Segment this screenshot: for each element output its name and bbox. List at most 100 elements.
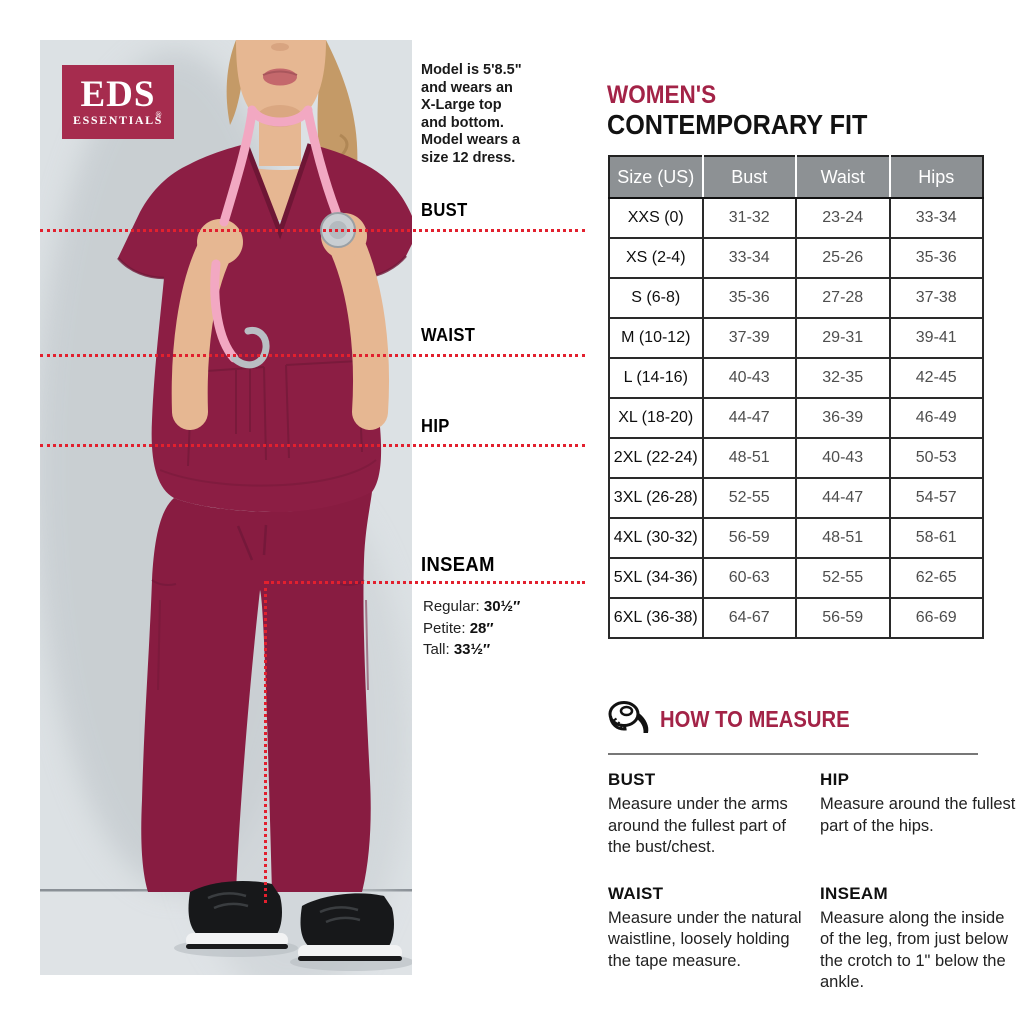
measure-section: BUST Measure under the arms around the fu… — [608, 770, 813, 859]
measurement-cell: 27-28 — [795, 277, 891, 319]
table-row: XS (2-4) 33-34 25-26 35-36 — [608, 237, 984, 279]
measurement-cell: 31-32 — [701, 197, 797, 239]
inseam-length-label: Regular: — [423, 598, 484, 615]
table-row: S (6-8) 35-36 27-28 37-38 — [608, 277, 984, 319]
inseam-length-value: 30½″ — [483, 598, 521, 615]
bust-line — [40, 229, 585, 232]
measure-section-title: BUST — [608, 770, 656, 789]
measurement-cell: 40-43 — [701, 357, 797, 399]
measurement-cell: 62-65 — [888, 557, 984, 599]
table-row: 6XL (36-38) 64-67 56-59 66-69 — [608, 597, 984, 639]
table-row: XXS (0) 31-32 23-24 33-34 — [608, 197, 984, 239]
table-row: L (14-16) 40-43 32-35 42-45 — [608, 357, 984, 399]
size-chart-table: Size (US) Bust Waist Hips XXS (0) 31-32 23-24… — [608, 155, 984, 639]
measurement-cell: 37-38 — [888, 277, 984, 319]
inseam-length-value: 33½″ — [453, 641, 491, 658]
hip-line — [40, 444, 585, 447]
brand-subname: ESSENTIALS — [72, 113, 164, 127]
measurement-cell: 37-39 — [701, 317, 797, 359]
measure-section-title: HIP — [820, 770, 850, 789]
measurement-cell: 60-63 — [701, 557, 797, 599]
measurement-cell: 50-53 — [888, 437, 984, 479]
how-to-measure-header: HOW TO MEASURE — [608, 700, 876, 738]
table-row: 2XL (22-24) 48-51 40-43 50-53 — [608, 437, 984, 479]
measurement-cell: 33-34 — [888, 197, 984, 239]
measure-instructions: BUST Measure under the arms around the fu… — [608, 770, 1020, 994]
table-row: 4XL (30-32) 56-59 48-51 58-61 — [608, 517, 984, 559]
section-divider — [608, 753, 978, 755]
measurement-cell: 64-67 — [701, 597, 797, 639]
hip-label: HIP — [421, 416, 450, 436]
how-to-measure-heading: HOW TO MEASURE — [660, 705, 850, 732]
measurement-cell: 48-51 — [701, 437, 797, 479]
model-description: Model is 5'8.5" and wears an X-Large top… — [421, 62, 522, 166]
model-illustration — [40, 40, 412, 975]
inseam-length-option: Petite: 28″ — [423, 618, 520, 640]
measurement-cell: 40-43 — [795, 437, 891, 479]
title-line1: WOMEN'S — [607, 81, 717, 109]
size-table-body: XXS (0) 31-32 23-24 33-34 XS (2-4) 33-34 25-26… — [608, 197, 984, 639]
model-photo — [40, 40, 412, 975]
measurement-cell: 46-49 — [888, 397, 984, 439]
inseam-length-label: Tall: — [423, 641, 454, 658]
size-cell: 6XL (36-38) — [608, 597, 704, 639]
size-cell: S (6-8) — [608, 277, 704, 319]
measurement-cell: 56-59 — [795, 597, 891, 639]
brand-name: EDS ® — [62, 76, 174, 119]
measurement-cell: 25-26 — [795, 237, 891, 279]
measure-section-text: Measure under the natural waistline, loo… — [608, 908, 802, 970]
measure-section: HIP Measure around the fullest part of th… — [820, 770, 1020, 859]
table-header-cell: Bust — [702, 156, 797, 199]
measurement-cell: 44-47 — [701, 397, 797, 439]
measurement-cell: 35-36 — [701, 277, 797, 319]
measurement-cell: 32-35 — [795, 357, 891, 399]
table-header-row: Size (US) Bust Waist Hips — [609, 156, 983, 199]
measurement-cell: 39-41 — [888, 317, 984, 359]
size-cell: 5XL (34-36) — [608, 557, 704, 599]
table-header-cell: Hips — [889, 156, 983, 199]
measurement-cell: 66-69 — [888, 597, 984, 639]
measurement-cell: 23-24 — [795, 197, 891, 239]
measure-section-text: Measure along the inside of the leg, fro… — [820, 908, 1009, 992]
inseam-line — [266, 581, 585, 584]
measure-section-text: Measure under the arms around the fulles… — [608, 795, 788, 856]
measurement-cell: 29-31 — [795, 317, 891, 359]
measurement-cell: 33-34 — [701, 237, 797, 279]
size-cell: XS (2-4) — [608, 237, 704, 279]
table-row: M (10-12) 37-39 29-31 39-41 — [608, 317, 984, 359]
measure-section: INSEAM Measure along the inside of the le… — [820, 884, 1020, 994]
measure-section-title: WAIST — [608, 883, 664, 903]
table-row: XL (18-20) 44-47 36-39 46-49 — [608, 397, 984, 439]
inseam-length-label: Petite: — [423, 619, 470, 637]
inseam-lengths: Regular: 30½″ Petite: 28″ Tall: 33½″ — [423, 596, 520, 661]
inseam-length-value: 28″ — [469, 619, 494, 637]
inseam-length-option: Tall: 33½″ — [423, 639, 520, 661]
size-cell: 2XL (22-24) — [608, 437, 704, 479]
measurement-cell: 52-55 — [701, 477, 797, 519]
inseam-length-option: Regular: 30½″ — [423, 596, 520, 618]
measurement-cell: 36-39 — [795, 397, 891, 439]
waist-line — [40, 354, 585, 357]
table-row: 3XL (26-28) 52-55 44-47 54-57 — [608, 477, 984, 519]
page-title: WOMEN'S CONTEMPORARY FIT — [607, 81, 896, 141]
size-cell: 3XL (26-28) — [608, 477, 704, 519]
bust-label: BUST — [421, 200, 468, 220]
measurement-cell: 52-55 — [795, 557, 891, 599]
registered-mark: ® — [155, 110, 163, 119]
table-header-cell: Waist — [796, 156, 891, 199]
table-header-cell: Size (US) — [609, 156, 704, 199]
measurement-cell: 35-36 — [888, 237, 984, 279]
waist-label: WAIST — [421, 325, 476, 345]
size-cell: M (10-12) — [608, 317, 704, 359]
inseam-vertical-line — [264, 581, 267, 903]
measure-section-text: Measure around the fullest part of the h… — [820, 795, 1016, 835]
inseam-label: INSEAM — [421, 554, 495, 576]
measurement-cell: 58-61 — [888, 517, 984, 559]
table-row: 5XL (34-36) 60-63 52-55 62-65 — [608, 557, 984, 599]
measurement-cell: 44-47 — [795, 477, 891, 519]
size-cell: XL (18-20) — [608, 397, 704, 439]
size-cell: L (14-16) — [608, 357, 704, 399]
measurement-cell: 54-57 — [888, 477, 984, 519]
measure-section-title: INSEAM — [820, 883, 888, 903]
